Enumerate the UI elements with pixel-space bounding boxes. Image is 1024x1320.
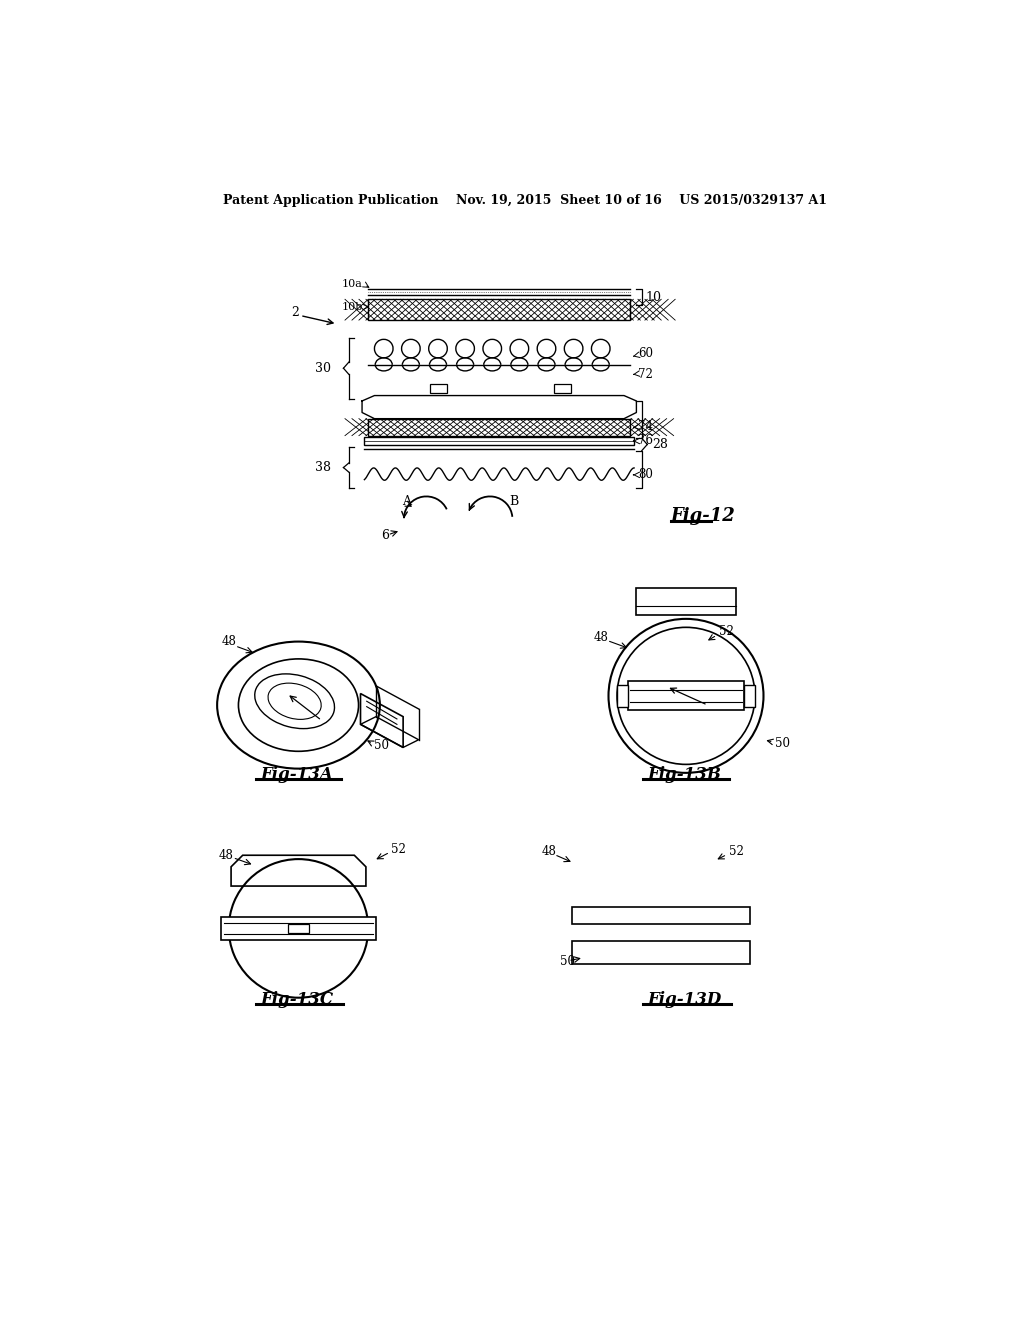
Bar: [572, 907, 751, 924]
Text: 50: 50: [375, 739, 389, 751]
Text: B: B: [509, 495, 518, 508]
Text: 52: 52: [391, 842, 407, 855]
Text: 48: 48: [221, 635, 237, 648]
Bar: [572, 941, 751, 964]
Text: Fig-12: Fig-12: [671, 507, 735, 525]
Text: A: A: [402, 495, 412, 508]
Bar: [430, 384, 447, 393]
Bar: [369, 300, 630, 321]
Bar: [554, 384, 571, 393]
Text: 72: 72: [638, 367, 653, 380]
Bar: [617, 685, 628, 706]
Text: 52: 52: [729, 845, 743, 858]
Text: Patent Application Publication    Nov. 19, 2015  Sheet 10 of 16    US 2015/03291: Patent Application Publication Nov. 19, …: [223, 194, 826, 207]
Text: 74: 74: [638, 420, 653, 433]
Bar: [744, 685, 755, 706]
Text: Fig-13C: Fig-13C: [260, 991, 334, 1007]
Bar: [636, 589, 736, 615]
Text: 10b: 10b: [341, 302, 362, 312]
Text: 30: 30: [315, 362, 331, 375]
Text: 48: 48: [219, 849, 233, 862]
Bar: [221, 917, 376, 940]
Bar: [288, 924, 309, 933]
Text: 80: 80: [638, 467, 653, 480]
Text: Fig-13A: Fig-13A: [260, 766, 334, 783]
Bar: [628, 681, 744, 710]
Text: 50: 50: [560, 954, 575, 968]
Text: 28: 28: [652, 438, 668, 451]
Text: 10a: 10a: [342, 279, 362, 289]
Text: 2: 2: [291, 306, 299, 319]
Text: 76: 76: [638, 434, 653, 446]
Text: 38: 38: [315, 461, 331, 474]
Text: 10: 10: [646, 290, 662, 304]
Text: Fig-13B: Fig-13B: [647, 766, 721, 783]
Text: 6: 6: [381, 529, 389, 543]
Text: 48: 48: [593, 631, 608, 644]
Text: 48: 48: [542, 845, 556, 858]
Text: 50: 50: [775, 737, 791, 750]
Bar: [365, 437, 634, 445]
Text: 52: 52: [719, 626, 733, 639]
Bar: [369, 418, 630, 436]
Text: 60: 60: [638, 347, 653, 360]
Text: Fig-13D: Fig-13D: [647, 991, 722, 1007]
